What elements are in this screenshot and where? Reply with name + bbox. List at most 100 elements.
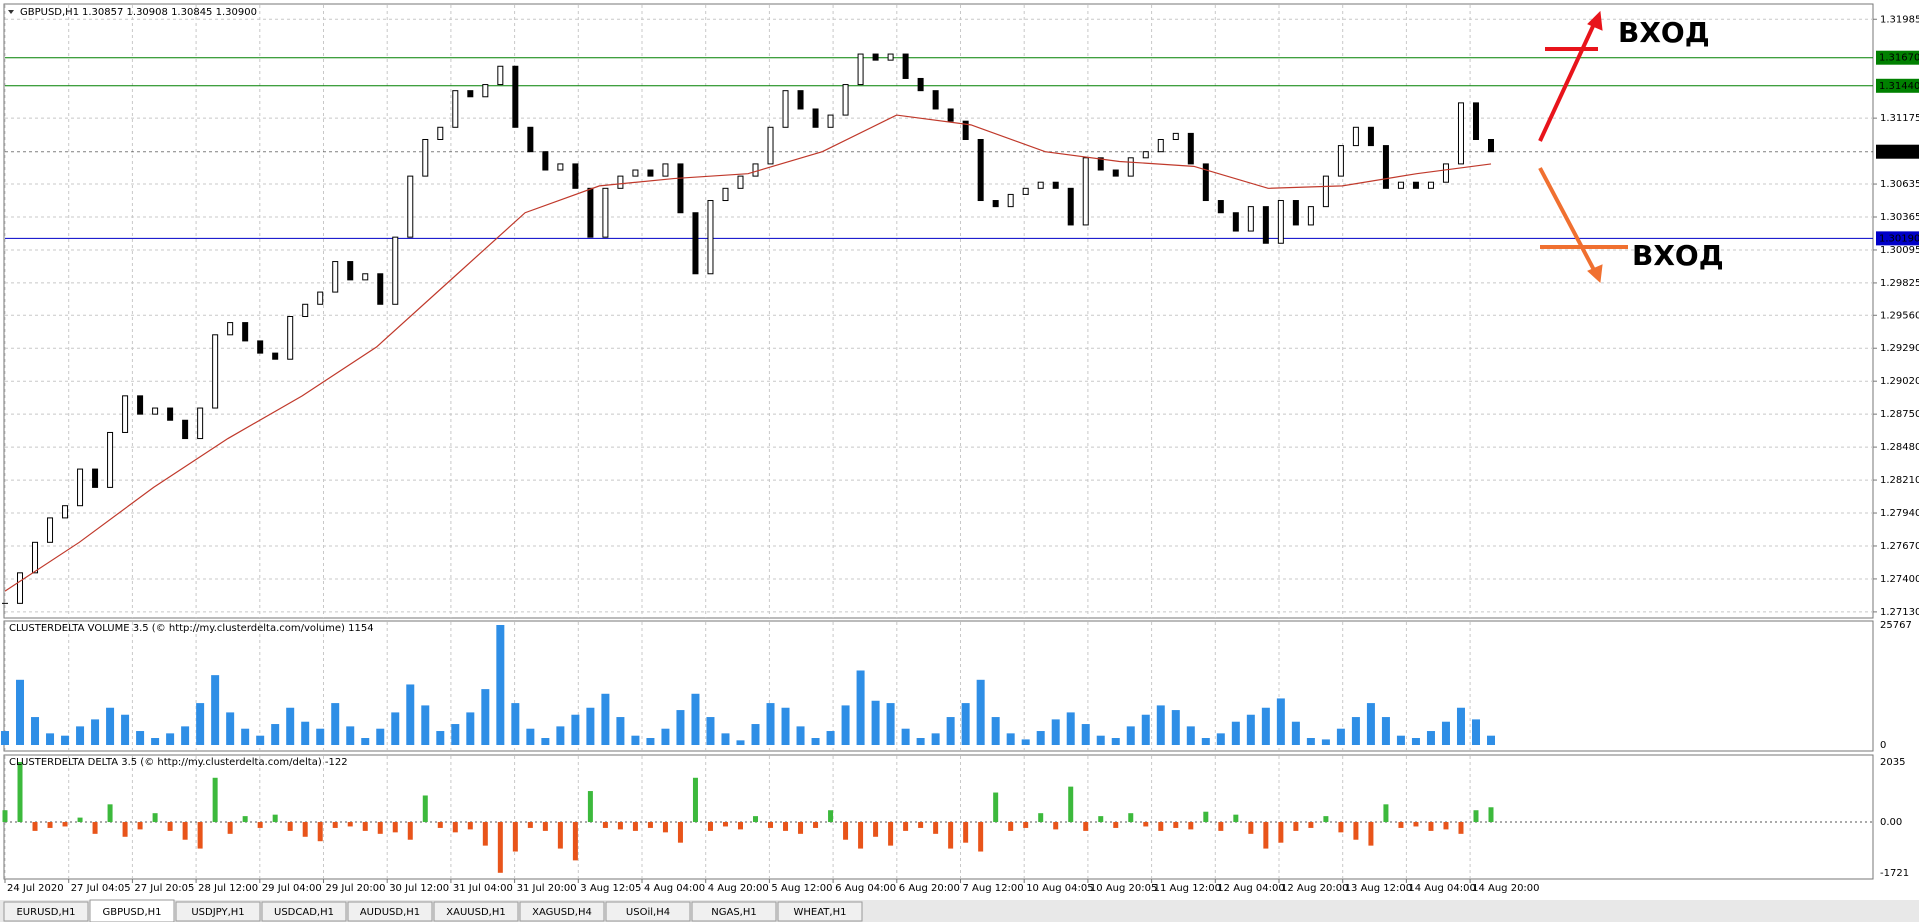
delta-bar (1308, 822, 1314, 828)
delta-bar (1218, 822, 1224, 831)
volume-bar (646, 738, 655, 745)
tab[interactable] (519, 901, 605, 922)
volume-bar (871, 700, 880, 745)
delta-bar (1008, 822, 1014, 831)
tab-label[interactable]: USDJPY,H1 (191, 907, 244, 918)
time-label: 29 Jul 20:00 (326, 883, 386, 894)
delta-bar (1248, 822, 1254, 834)
candle (1112, 169, 1119, 177)
delta-bar (1458, 822, 1464, 834)
candle (872, 53, 879, 61)
tab[interactable] (433, 901, 519, 922)
candle (962, 120, 969, 140)
candle (92, 468, 99, 488)
delta-panel (3, 754, 1874, 880)
delta-bar (1293, 822, 1299, 831)
candle (1082, 157, 1089, 226)
marks (1, 53, 1873, 873)
delta-bar (377, 822, 383, 834)
delta-bar (1038, 813, 1044, 823)
candle (617, 175, 624, 189)
delta-bar (918, 822, 924, 828)
candle (1277, 200, 1284, 244)
level-label-bg (1876, 144, 1919, 159)
candle (152, 407, 159, 415)
delta-bar (17, 762, 23, 823)
volume-bar (1411, 738, 1420, 745)
volume-bar (676, 710, 685, 745)
delta-bar (1128, 813, 1134, 823)
delta-bar (347, 822, 353, 827)
candle (1217, 200, 1224, 214)
moving-average (4, 114, 1492, 592)
volume-bar (316, 728, 325, 745)
volume-panel (3, 620, 1874, 752)
volume-bar (1096, 735, 1105, 745)
candle (887, 53, 894, 61)
tab[interactable] (89, 899, 175, 922)
delta-bar (707, 822, 713, 831)
tab[interactable] (347, 901, 433, 922)
tab[interactable] (691, 901, 777, 922)
tab-label[interactable]: NGAS,H1 (711, 907, 756, 918)
volume-bar (61, 735, 70, 745)
volume-bar (931, 733, 940, 745)
candle (452, 90, 459, 128)
volume-bar (571, 714, 580, 745)
volume-bar (916, 738, 925, 745)
buy-annotation: ВХОД (1618, 16, 1710, 49)
candle (857, 53, 864, 86)
volume-bar (91, 719, 100, 745)
tab-label[interactable]: XAUUSD,H1 (446, 907, 505, 918)
candle (197, 407, 204, 440)
candle (362, 273, 369, 281)
delta-bar (1278, 822, 1284, 843)
volume-bar (181, 726, 190, 745)
tab-label[interactable]: AUDUSD,H1 (360, 907, 420, 918)
candle (662, 163, 669, 177)
time-label: 10 Aug 04:05 (1026, 883, 1093, 894)
volume-bar (1126, 726, 1135, 745)
volume-bar (496, 625, 505, 745)
candle (587, 187, 594, 238)
delta-bar (828, 810, 834, 823)
delta-bar (92, 822, 98, 834)
delta-bar (647, 822, 653, 828)
delta-bar (1383, 804, 1389, 823)
tab-label[interactable]: EURUSD,H1 (16, 907, 75, 918)
tab[interactable] (261, 901, 347, 922)
delta-bar (903, 822, 909, 831)
tab-label[interactable]: GBPUSD,H1 (102, 907, 161, 918)
volume-bar (481, 689, 490, 745)
delta-bar (1353, 822, 1359, 840)
tab[interactable] (3, 901, 89, 922)
level-label: 1.30900 (1879, 147, 1919, 158)
delta-bar (167, 822, 173, 831)
collapse-icon[interactable] (8, 10, 14, 14)
tab[interactable] (605, 901, 691, 922)
delta-bar (122, 822, 128, 837)
volume-bar (361, 738, 370, 745)
volume-bar (241, 728, 250, 745)
tab-label[interactable]: USOil,H4 (626, 907, 670, 918)
time-label: 11 Aug 12:00 (1154, 883, 1221, 894)
volume-bar (211, 675, 220, 745)
price-tick-label: 1.28480 (1880, 442, 1919, 453)
volume-bar (1201, 738, 1210, 745)
delta-bar (257, 822, 263, 828)
tab-label[interactable]: XAGUSD,H4 (532, 907, 592, 918)
delta-bar (287, 822, 293, 831)
candle (77, 468, 84, 507)
tab[interactable] (777, 901, 863, 922)
volume-bar (31, 717, 40, 745)
volume-bar (1246, 714, 1255, 745)
tab-label[interactable]: USDCAD,H1 (274, 907, 334, 918)
volume-bar (301, 721, 310, 745)
time-label: 14 Aug 04:00 (1408, 883, 1475, 894)
volume-tick-label: 0 (1880, 740, 1886, 751)
delta-bar (362, 822, 368, 831)
tab[interactable] (175, 901, 261, 922)
tab-label[interactable]: WHEAT,H1 (794, 907, 847, 918)
delta-bar (302, 822, 308, 837)
volume-bar (466, 712, 475, 745)
